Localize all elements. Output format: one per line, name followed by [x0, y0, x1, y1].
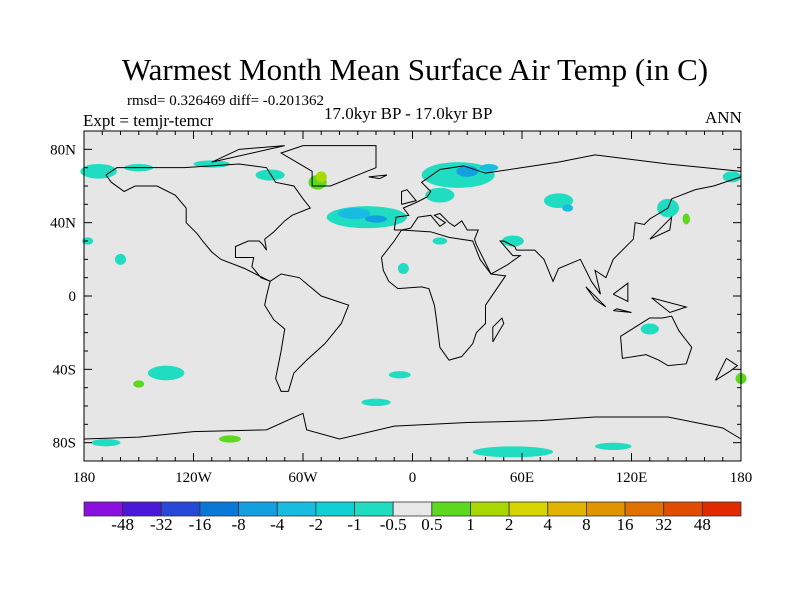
colorbar-label: -0.5	[379, 515, 407, 534]
colorbar-swatch	[276, 501, 317, 517]
coastline	[649, 215, 673, 240]
anomaly-region	[472, 446, 554, 458]
coastline	[105, 163, 312, 282]
colorbar-label: -8	[231, 515, 246, 534]
colorbar-swatch	[354, 501, 394, 517]
colorbar-label: -2	[308, 515, 323, 534]
stats-label: rmsd= 0.326469 diff= -0.201362	[127, 93, 325, 109]
anomaly-region	[425, 187, 455, 203]
colorbar-swatch	[83, 501, 124, 517]
coastline	[393, 154, 742, 295]
anomaly-region	[147, 365, 185, 381]
anomaly-fills	[80, 160, 747, 458]
anomaly-region	[595, 442, 632, 451]
lon-tick-label: 180	[73, 470, 96, 486]
anomaly-region	[640, 323, 659, 335]
colorbar-swatch	[199, 501, 239, 517]
coastline	[368, 174, 388, 180]
colorbar-swatch	[508, 501, 549, 517]
coastline	[620, 315, 693, 367]
colorbar-swatch	[122, 501, 162, 517]
antarctica-coastline	[83, 412, 742, 440]
coastline	[715, 357, 739, 381]
anomaly-region	[255, 169, 285, 181]
axis-tick-labels: 180 120W 60W 0 60E 120E 180 80N 40N 0 40S 80S	[50, 142, 752, 486]
coastline	[279, 145, 377, 187]
lat-tick-label: 0	[69, 289, 77, 305]
colorbar-swatch	[624, 501, 665, 517]
colorbar-label: 4	[543, 515, 553, 534]
lat-tick-label: 40N	[50, 216, 76, 232]
anomaly-region	[722, 171, 741, 183]
anomaly-region	[682, 213, 690, 225]
coastline	[585, 286, 607, 308]
colorbar-label: 48	[693, 515, 711, 534]
anomaly-region	[193, 160, 230, 168]
anomaly-region	[361, 398, 391, 407]
anomaly-region	[315, 171, 327, 183]
anomaly-region	[501, 235, 524, 247]
colorbar-label: -16	[188, 515, 212, 534]
colorbar-label: -48	[111, 515, 134, 534]
coastline	[211, 145, 285, 163]
lat-tick-label: 80S	[53, 436, 76, 452]
anomaly-region	[480, 164, 499, 172]
lon-tick-label: 180	[730, 470, 753, 486]
colorbar-swatch	[315, 501, 355, 517]
plot-title: Warmest Month Mean Surface Air Temp (in …	[121, 52, 709, 87]
coastline	[492, 317, 505, 343]
colorbar-label: 1	[466, 515, 475, 534]
anomaly-region	[562, 204, 574, 212]
colorbar-swatch	[160, 501, 201, 517]
lat-tick-label: 40S	[53, 362, 76, 378]
colorbar-swatch	[238, 501, 278, 517]
axis-ticks	[83, 130, 742, 462]
coastline	[380, 229, 507, 361]
lon-tick-label: 120E	[616, 470, 648, 486]
colorbar-label: 32	[655, 515, 673, 534]
anomaly-region	[543, 193, 574, 209]
lon-tick-label: 120W	[175, 470, 213, 486]
colorbar-label: 8	[582, 515, 591, 534]
lon-tick-label: 60W	[288, 470, 318, 486]
anomaly-region	[397, 263, 409, 274]
anomaly-region	[115, 253, 126, 265]
anomaly-region	[80, 164, 117, 179]
experiment-label: Expt = temjr-temcr	[83, 111, 214, 130]
lat-tick-label: 80N	[50, 142, 76, 158]
coastlines	[83, 145, 742, 440]
period-label: 17.0kyr BP - 17.0kyr BP	[324, 104, 493, 123]
colorbar	[83, 501, 742, 517]
colorbar-swatch	[431, 501, 471, 517]
anomaly-region	[337, 208, 371, 219]
anomaly-region	[133, 380, 145, 388]
coastline	[612, 282, 629, 303]
coastline	[651, 297, 688, 314]
coastline	[264, 273, 350, 392]
colorbar-swatch	[392, 501, 433, 517]
coastline	[401, 189, 418, 205]
colorbar-swatch	[547, 501, 587, 517]
map-background	[84, 131, 741, 461]
colorbar-swatch	[470, 501, 510, 517]
colorbar-swatch	[701, 501, 742, 517]
anomaly-region	[91, 439, 121, 447]
anomaly-region	[388, 371, 411, 379]
lon-tick-label: 0	[409, 470, 417, 486]
colorbar-swatch	[586, 501, 626, 517]
colorbar-label: -4	[270, 515, 285, 534]
colorbar-label: 0.5	[421, 515, 443, 534]
colorbar-label: -1	[347, 515, 362, 534]
colorbar-label: 2	[504, 515, 514, 534]
anomaly-region	[219, 435, 241, 443]
colorbar-swatch	[663, 501, 703, 517]
colorbar-label: 16	[616, 515, 634, 534]
anomaly-region	[365, 215, 387, 223]
coastline	[613, 308, 632, 313]
anomaly-region	[432, 237, 448, 245]
lon-tick-label: 60E	[510, 470, 534, 486]
colorbar-label: -32	[149, 515, 173, 534]
season-label: ANN	[705, 108, 742, 127]
